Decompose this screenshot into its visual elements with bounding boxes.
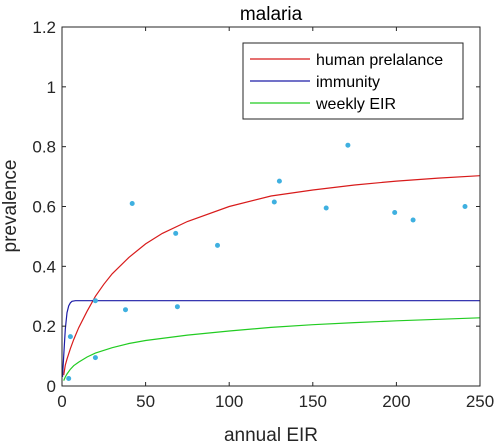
y-tick-label: 1.2 [32,18,56,37]
scatter-point [92,298,98,304]
scatter-point [462,204,468,209]
scatter-point [276,178,282,184]
scatter-point [67,334,73,340]
scatter-point [392,210,398,215]
series-line-1 [63,175,481,376]
y-tick-label: 0.4 [32,257,56,276]
x-tick-label: 100 [215,392,243,411]
legend: human prelalance immunity weekly EIR [242,42,464,120]
y-tick-label: 0.8 [32,138,56,157]
scatter-point [271,199,277,205]
scatter-point [173,230,179,236]
x-tick-label: 150 [299,392,327,411]
legend-label-3: weekly EIR [315,96,396,113]
scatter-layer [66,142,468,381]
x-axis-ticks: 0 50 100 150 200 250 [57,27,494,411]
scatter-point [66,376,72,381]
y-axis-ticks: 0 0.2 0.4 0.6 0.8 1 1.2 [32,18,480,396]
y-tick-label: 0.6 [32,198,56,217]
series-line-3 [63,317,481,381]
x-tick-label: 50 [136,392,155,411]
y-tick-label: 0.2 [32,317,56,336]
y-axis-label: prevalence [0,160,21,253]
scatter-point [410,217,416,223]
x-tick-label: 200 [382,392,410,411]
y-tick-label: 1 [47,78,56,97]
legend-entries: human prelalance immunity weekly EIR [250,52,443,113]
scatter-point [215,242,220,248]
scatter-point [174,304,180,310]
series-layer [61,175,481,381]
chart-title: malaria [240,4,303,25]
legend-label-1: human prelalance [316,52,443,69]
scatter-point [345,142,351,148]
scatter-point [92,355,98,361]
scatter-point [129,201,135,206]
series-line-2 [61,300,480,378]
y-tick-label: 0 [47,377,56,396]
x-tick-label: 250 [466,392,494,411]
x-axis-label: annual EIR [224,425,318,446]
scatter-point [323,205,329,211]
legend-label-2: immunity [316,74,380,91]
x-tick-label: 0 [57,392,66,411]
scatter-point [123,307,128,313]
